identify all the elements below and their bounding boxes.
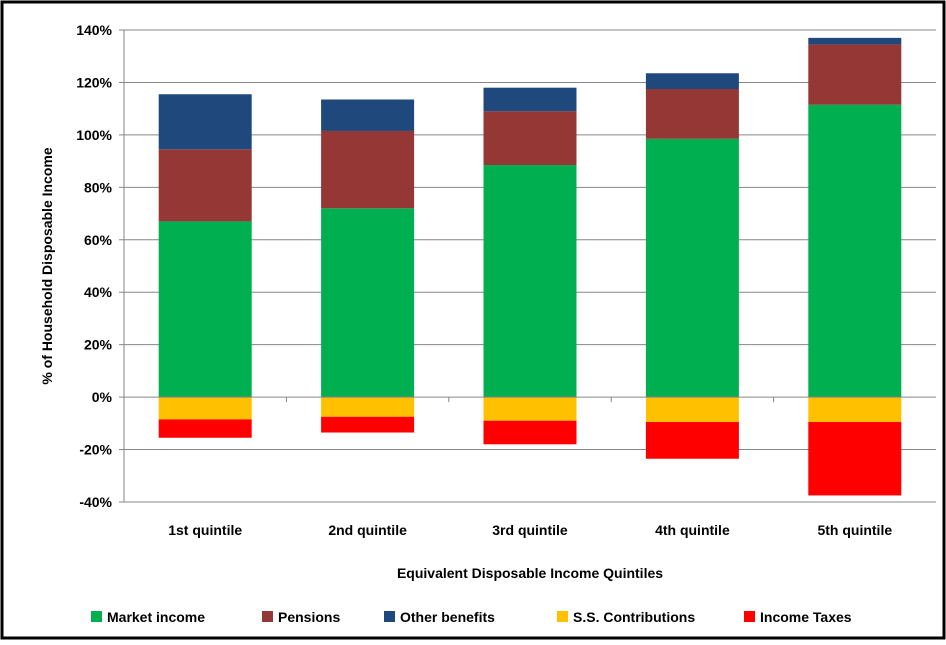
- bar-market-income-4: [645, 138, 739, 398]
- legend-swatch: [91, 611, 102, 622]
- legend-swatch: [557, 611, 568, 622]
- legend-item-income-taxes: Income Taxes: [744, 609, 852, 625]
- x-tick-label: 3rd quintile: [492, 522, 568, 538]
- legend-label: Other benefits: [400, 609, 495, 625]
- bar-pensions-5: [808, 44, 902, 105]
- bar-income-taxes-5: [808, 422, 902, 496]
- x-tick-label: 2nd quintile: [328, 522, 407, 538]
- legend-swatch: [744, 611, 755, 622]
- bar-income-taxes-4: [645, 422, 739, 459]
- bar-income-taxes-3: [483, 420, 577, 445]
- bar-s-s-contributions-5: [808, 397, 902, 423]
- y-tick-label: 140%: [76, 22, 112, 38]
- bar-pensions-2: [321, 130, 415, 209]
- y-tick-label: 0%: [92, 389, 113, 405]
- y-tick-label: -40%: [79, 494, 112, 510]
- bar-s-s-contributions-1: [158, 397, 252, 420]
- bar-income-taxes-1: [158, 419, 252, 438]
- bar-market-income-1: [158, 221, 252, 398]
- y-tick-label: 40%: [84, 284, 113, 300]
- y-tick-label: 120%: [76, 74, 112, 90]
- y-tick-label: 80%: [84, 179, 113, 195]
- y-tick-label: 100%: [76, 127, 112, 143]
- y-tick-label: 60%: [84, 232, 113, 248]
- legend-label: Market income: [107, 609, 205, 625]
- bar-s-s-contributions-2: [321, 397, 415, 417]
- bars: [158, 37, 902, 496]
- legend-item-s-s-contributions: S.S. Contributions: [557, 609, 695, 625]
- legend-item-market-income: Market income: [91, 609, 205, 625]
- bar-pensions-1: [158, 149, 252, 222]
- legend: Market income Pensions Other benefits S.S. …: [91, 609, 852, 625]
- bar-market-income-3: [483, 165, 577, 398]
- bar-s-s-contributions-3: [483, 397, 577, 421]
- bar-s-s-contributions-4: [645, 397, 739, 423]
- bar-market-income-5: [808, 104, 902, 398]
- legend-swatch: [384, 611, 395, 622]
- bar-pensions-4: [645, 89, 739, 139]
- y-tick-labels: -40% -20% 0% 20% 40% 60% 80% 100% 120% 140%: [76, 22, 112, 510]
- bar-other-benefits-2: [321, 99, 415, 131]
- legend-item-pensions: Pensions: [262, 609, 340, 625]
- axes: [123, 30, 936, 502]
- x-tick-label: 5th quintile: [817, 522, 892, 538]
- bar-market-income-2: [321, 208, 415, 398]
- bar-income-taxes-2: [321, 416, 415, 433]
- x-tick-label: 1st quintile: [168, 522, 242, 538]
- y-tick-label: -20%: [79, 442, 112, 458]
- legend-swatch: [262, 611, 273, 622]
- bar-other-benefits-4: [645, 73, 739, 89]
- bar-other-benefits-3: [483, 87, 577, 112]
- legend-label: S.S. Contributions: [573, 609, 695, 625]
- bar-other-benefits-1: [158, 94, 252, 150]
- x-axis-label: Equivalent Disposable Income Quintiles: [397, 565, 663, 581]
- bar-pensions-3: [483, 111, 577, 166]
- y-axis-label: % of Household Disposable Income: [39, 147, 55, 384]
- x-tick-labels: 1st quintile 2nd quintile 3rd quintile 4th …: [168, 522, 892, 538]
- x-tick-label: 4th quintile: [655, 522, 730, 538]
- legend-label: Income Taxes: [760, 609, 852, 625]
- legend-item-other-benefits: Other benefits: [384, 609, 495, 625]
- bar-other-benefits-5: [808, 37, 902, 45]
- legend-label: Pensions: [278, 609, 340, 625]
- y-tick-label: 20%: [84, 337, 113, 353]
